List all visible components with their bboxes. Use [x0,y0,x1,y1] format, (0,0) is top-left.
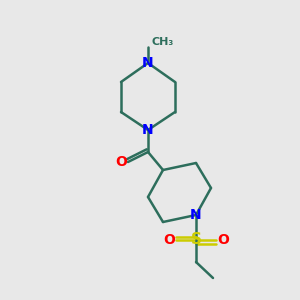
Text: CH₃: CH₃ [151,37,173,47]
Text: N: N [190,208,202,222]
Text: O: O [217,233,229,247]
Text: N: N [142,56,154,70]
Text: O: O [115,155,127,169]
Text: N: N [142,123,154,137]
Text: O: O [163,233,175,247]
Text: S: S [190,232,202,247]
